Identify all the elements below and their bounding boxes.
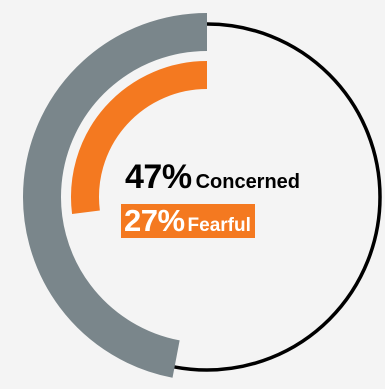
fearful-arc <box>71 61 208 215</box>
concerned-percent: 47% <box>125 158 192 196</box>
concerned-text: Concerned <box>195 171 301 193</box>
fearful-percent: 27% <box>124 203 185 238</box>
concerned-arc <box>23 13 208 378</box>
fearful-label: 27% Fearful <box>121 204 255 238</box>
concerned-label: 47% Concerned <box>125 158 300 197</box>
fearful-text: Fearful <box>187 215 251 236</box>
